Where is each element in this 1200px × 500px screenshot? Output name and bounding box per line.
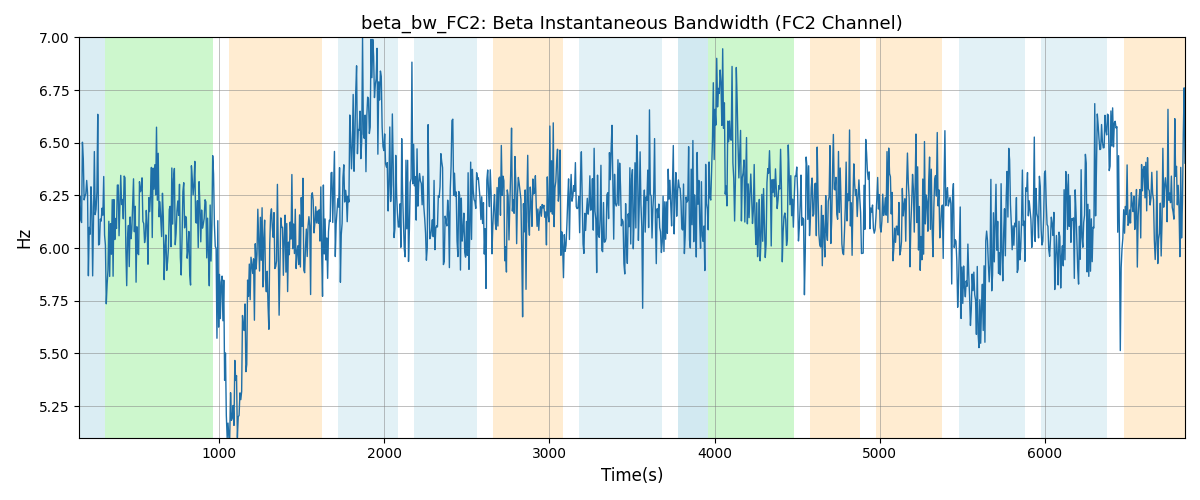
Bar — [876, 38, 942, 438]
Y-axis label: Hz: Hz — [14, 227, 32, 248]
Bar — [959, 38, 1025, 438]
Bar — [338, 38, 397, 438]
Bar — [493, 38, 563, 438]
Bar — [106, 38, 212, 438]
Bar — [708, 38, 793, 438]
Bar — [414, 38, 476, 438]
Bar — [229, 38, 322, 438]
Bar — [1124, 38, 1184, 438]
Bar — [79, 38, 106, 438]
X-axis label: Time(s): Time(s) — [601, 467, 664, 485]
Bar — [580, 38, 661, 438]
Bar — [1042, 38, 1108, 438]
Title: beta_bw_FC2: Beta Instantaneous Bandwidth (FC2 Channel): beta_bw_FC2: Beta Instantaneous Bandwidt… — [361, 15, 902, 34]
Bar — [810, 38, 860, 438]
Bar — [678, 38, 708, 438]
